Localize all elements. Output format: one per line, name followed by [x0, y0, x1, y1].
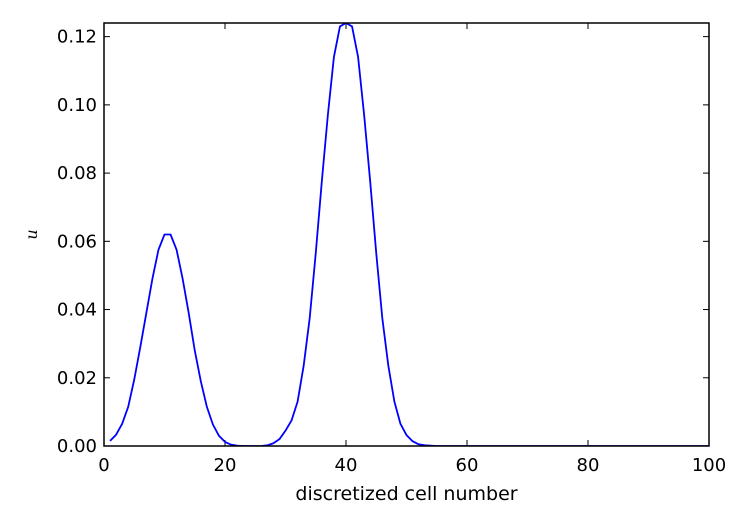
tick-labels: 0 20 40 60 80 100 0.00 0.02 0.04 0.06 0.08 0.10 0.12	[57, 27, 726, 476]
x-tick-label: 80	[577, 455, 600, 476]
x-tick-label: 100	[692, 455, 726, 476]
axis-ticks	[103, 23, 710, 447]
y-tick-label: 0.08	[57, 163, 97, 184]
x-tick-label: 0	[98, 455, 109, 476]
y-tick-label: 0.12	[57, 27, 97, 48]
x-tick-label: 40	[335, 455, 358, 476]
plot-frame	[103, 22, 710, 447]
y-tick-label: 0.02	[57, 368, 97, 389]
x-axis-label: discretized cell number	[295, 483, 517, 505]
x-tick-label: 20	[214, 455, 237, 476]
y-axis-label: u	[22, 229, 41, 239]
y-tick-label: 0.00	[57, 436, 97, 457]
y-tick-label: 0.06	[57, 231, 97, 252]
y-tick-label: 0.04	[57, 300, 97, 321]
series-layer	[109, 23, 709, 446]
x-tick-label: 60	[456, 455, 479, 476]
series-line	[109, 23, 709, 446]
y-tick-label: 0.10	[57, 95, 97, 116]
